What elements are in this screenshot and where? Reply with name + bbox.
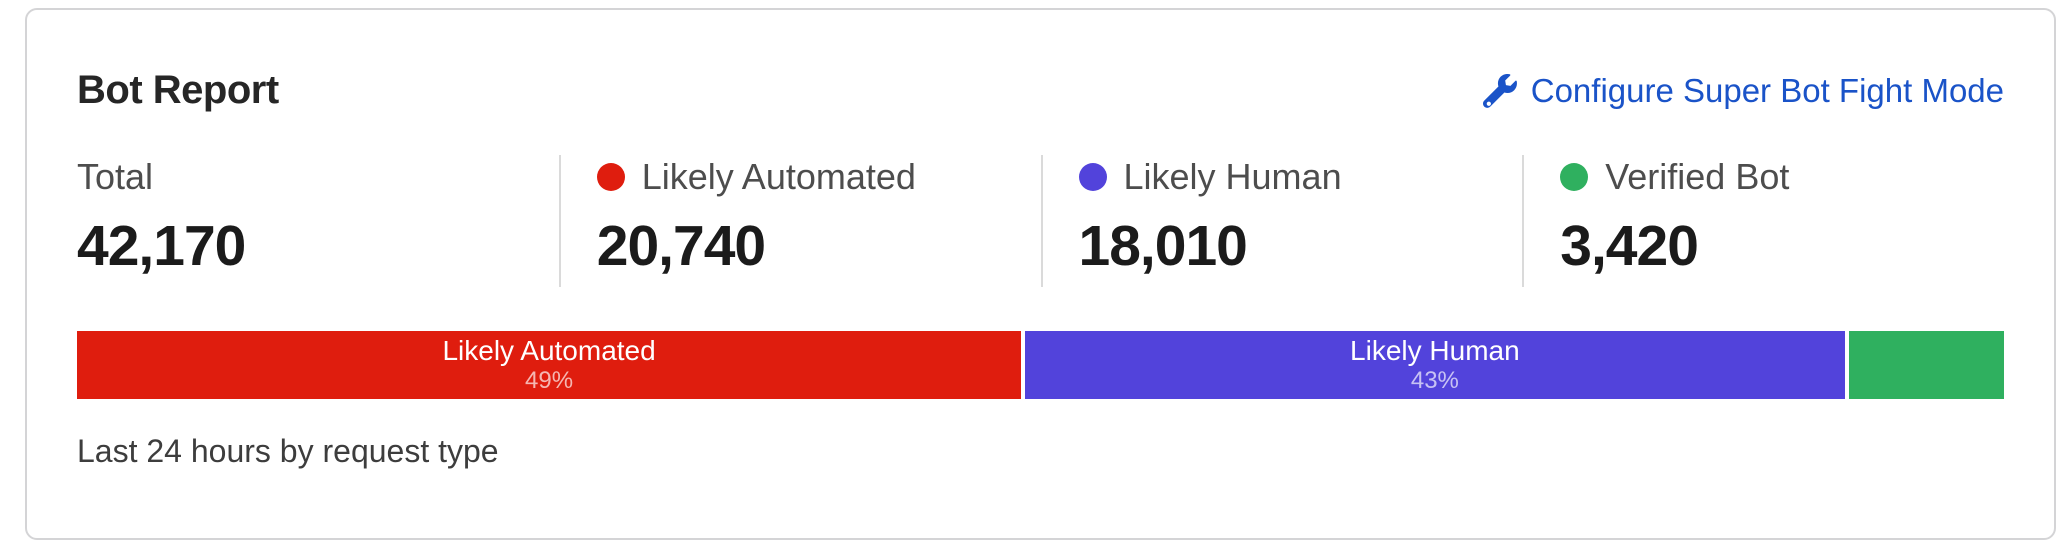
request-type-stacked-bar: Likely Automated 49% Likely Human 43% bbox=[77, 331, 2005, 399]
wrench-icon bbox=[1482, 73, 1517, 108]
stat-likely-automated: Likely Automated 20,740 bbox=[558, 155, 1041, 287]
likely-human-dot-icon bbox=[1078, 163, 1107, 191]
bar-segment-percent: 49% bbox=[525, 367, 574, 394]
bar-segment-verified-bot bbox=[1848, 331, 2005, 399]
stat-total-label: Total bbox=[77, 156, 154, 197]
configure-super-bot-fight-mode-link[interactable]: Configure Super Bot Fight Mode bbox=[1482, 71, 2004, 110]
configure-link-label: Configure Super Bot Fight Mode bbox=[1530, 71, 2004, 109]
page-title: Bot Report bbox=[77, 68, 279, 112]
stat-likely-automated-label: Likely Automated bbox=[641, 156, 916, 197]
stat-verified-bot-label: Verified Bot bbox=[1605, 156, 1790, 197]
stat-verified-bot: Verified Bot 3,420 bbox=[1522, 155, 2004, 287]
bar-segment-label: Likely Automated bbox=[442, 335, 656, 366]
stat-likely-human-value: 18,010 bbox=[1078, 214, 1248, 278]
bot-report-card: Bot Report Configure Super Bot Fight Mod… bbox=[25, 8, 2056, 540]
bar-segment-likely-human: Likely Human 43% bbox=[1025, 331, 1845, 399]
bar-segment-label: Likely Human bbox=[1350, 335, 1520, 366]
stat-verified-bot-value: 3,420 bbox=[1560, 214, 1699, 278]
verified-bot-dot-icon bbox=[1560, 163, 1589, 191]
timeframe-caption: Last 24 hours by request type bbox=[77, 433, 499, 469]
card-header: Bot Report Configure Super Bot Fight Mod… bbox=[77, 68, 2004, 113]
likely-automated-dot-icon bbox=[596, 163, 625, 191]
stat-likely-human: Likely Human 18,010 bbox=[1040, 155, 1523, 287]
stat-total-value: 42,170 bbox=[77, 214, 246, 278]
stats-row: Total 42,170 Likely Automated 20,740 Lik… bbox=[77, 155, 2004, 287]
bar-segment-likely-automated: Likely Automated 49% bbox=[77, 331, 1022, 399]
bar-segment-percent: 43% bbox=[1410, 367, 1459, 394]
stat-likely-human-label: Likely Human bbox=[1123, 156, 1342, 197]
stat-likely-automated-value: 20,740 bbox=[596, 214, 766, 278]
stat-total: Total 42,170 bbox=[77, 155, 559, 287]
